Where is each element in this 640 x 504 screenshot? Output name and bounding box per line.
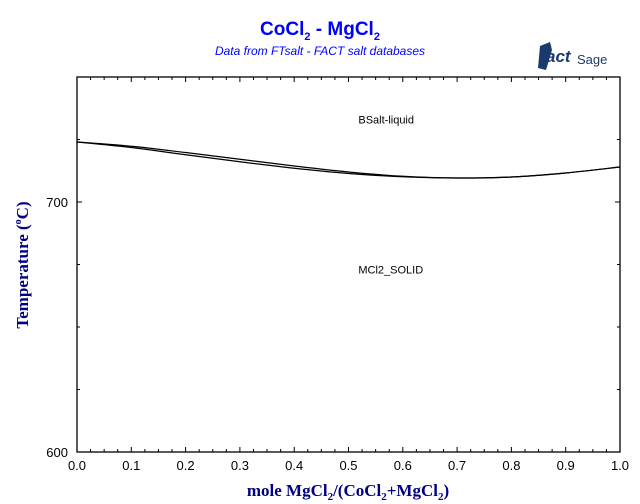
region-label-solid: MCl2_SOLID: [358, 265, 423, 277]
x-tick-label: 0.1: [122, 458, 140, 473]
x-tick-label: 0.6: [394, 458, 412, 473]
x-tick-label: 0.5: [339, 458, 357, 473]
liquidus-curve: [76, 141, 621, 179]
plot-frame: [76, 76, 621, 453]
solidus-curve: [76, 141, 621, 179]
x-tick-label: 0.2: [177, 458, 195, 473]
x-tick-label: 0.0: [68, 458, 86, 473]
region-label-liquid: BSalt-liquid: [358, 115, 414, 127]
factsage-logo: act Sage: [538, 42, 607, 70]
x-tick-label: 0.7: [448, 458, 466, 473]
chart-title: CoCl2 - MgCl2: [260, 19, 380, 43]
x-tick-label: 0.8: [502, 458, 520, 473]
y-tick-label: 700: [46, 195, 68, 210]
y-axis-title: Temperature (oC): [13, 201, 32, 328]
chart-subtitle: Data from FTsalt - FACT salt databases: [214, 44, 426, 58]
x-tick-label: 0.4: [285, 458, 303, 473]
x-tick-label: 1.0: [611, 458, 629, 473]
x-tick-label: 0.3: [231, 458, 249, 473]
svg-text:Sage: Sage: [577, 52, 607, 67]
x-axis-title: mole MgCl2/(CoCl2+MgCl2): [247, 481, 449, 503]
x-tick-label: 0.9: [557, 458, 575, 473]
svg-text:act: act: [546, 47, 572, 66]
y-tick-label: 600: [46, 445, 68, 460]
